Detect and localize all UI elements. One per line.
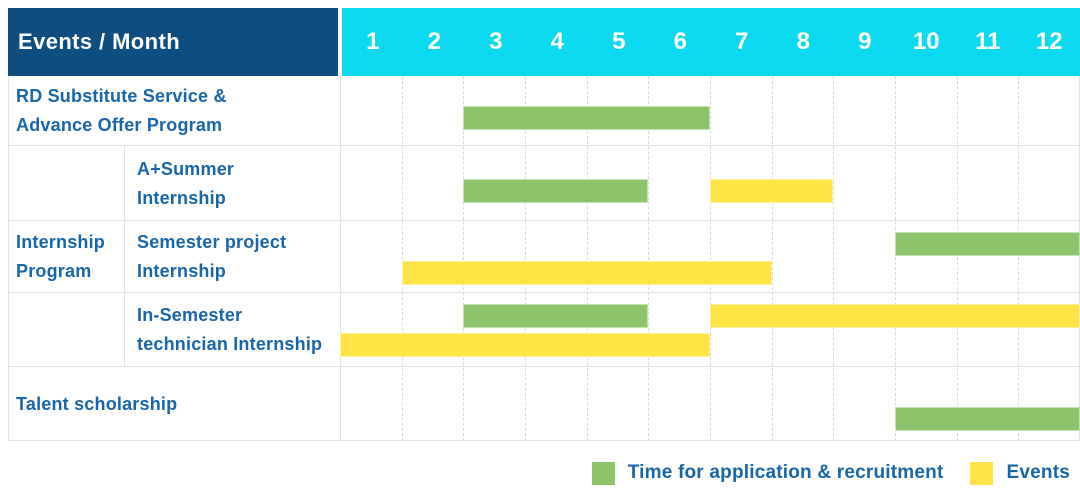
row-label-sub: A+Summer Internship	[137, 146, 234, 221]
month-gridline	[1018, 76, 1020, 441]
row-label-line: Internship	[16, 231, 106, 252]
month-label: 6	[673, 28, 687, 55]
gantt-bar-recruitment	[895, 407, 1080, 431]
table-bottom-border	[8, 440, 1080, 441]
month-label: 8	[796, 28, 810, 55]
events-month-header-label: Events / Month	[18, 29, 181, 54]
month-label: 7	[735, 28, 749, 55]
recruitment-swatch-icon	[591, 461, 615, 485]
gantt-bar-recruitment	[463, 106, 710, 130]
month-gridline	[833, 76, 835, 441]
month-label: 4	[550, 28, 564, 55]
row-label-line: Semester project	[137, 232, 287, 252]
row-label-line: In-Semester	[137, 305, 243, 325]
month-gridline	[525, 76, 526, 441]
group-divider-line	[124, 146, 125, 367]
row-separator-line	[8, 292, 1080, 293]
legend: Time for application & recruitment Event…	[591, 460, 1070, 486]
label-month-divider-line	[340, 76, 341, 441]
gantt-bar-event	[401, 261, 772, 285]
month-gridline	[771, 76, 773, 441]
events-swatch-icon	[970, 461, 994, 485]
month-label: 12	[1035, 28, 1063, 55]
row-label-sub: In-Semester technician Internship	[137, 293, 322, 367]
row-label-rd-substitute: RD Substitute Service & Advance Offer Pro…	[16, 76, 227, 146]
gantt-bar-recruitment	[463, 304, 649, 328]
gantt-bar-event	[340, 333, 710, 357]
month-label: 1	[366, 28, 380, 55]
row-label-line: RD Substitute Service &	[16, 86, 227, 106]
month-label: 5	[612, 28, 626, 55]
month-header-row: 1 2 3 4 5 6 7 8 9 10 11 12	[342, 8, 1080, 76]
gantt-table: Events / Month 1 2 3 4 5 6 7 8 9 10 11 12 RD Substi…	[8, 8, 1080, 441]
row-label-line: Advance Offer Program	[16, 115, 223, 135]
table-left-border	[8, 76, 9, 441]
row-separator-line	[8, 220, 1080, 221]
gantt-body: RD Substitute Service & Advance Offer Pro…	[8, 76, 1080, 441]
legend-label-events: Events	[1006, 462, 1070, 483]
month-gridline	[586, 76, 588, 441]
gantt-bar-recruitment	[895, 232, 1080, 256]
row-label-line: A+Summer	[137, 158, 235, 179]
month-label: 11	[975, 28, 1001, 55]
month-gridline	[401, 76, 403, 441]
month-gridline	[648, 76, 650, 441]
table-header-corner: Events / Month	[8, 8, 338, 76]
gantt-bar-event	[710, 304, 1080, 328]
month-gridline	[895, 76, 896, 441]
month-gridline	[956, 76, 958, 441]
legend-item-events: Events	[970, 461, 1070, 485]
row-label-line: Internship	[137, 187, 227, 208]
row-label-sub: Semester project Internship	[137, 221, 286, 293]
gantt-bar-event	[710, 178, 834, 203]
month-label: 9	[858, 28, 872, 55]
group-label-internship-program: Internship Program	[16, 146, 105, 367]
gantt-bar-recruitment	[463, 178, 649, 203]
row-separator-line	[8, 366, 1080, 367]
month-gridline	[710, 76, 711, 441]
row-label-line: technician Internship	[137, 334, 323, 354]
legend-item-recruitment: Time for application & recruitment	[591, 461, 944, 485]
month-label: 2	[427, 28, 441, 55]
legend-label-recruitment: Time for application & recruitment	[627, 462, 944, 483]
row-label-talent-scholarship: Talent scholarship	[16, 367, 177, 441]
month-label: 10	[912, 28, 940, 55]
row-label-line: Program	[16, 260, 92, 281]
month-gridline	[463, 76, 465, 441]
row-label-line: Internship	[137, 261, 227, 281]
month-label: 3	[489, 28, 503, 55]
row-separator-line	[8, 145, 1080, 146]
row-label-line: Talent scholarship	[16, 393, 178, 414]
